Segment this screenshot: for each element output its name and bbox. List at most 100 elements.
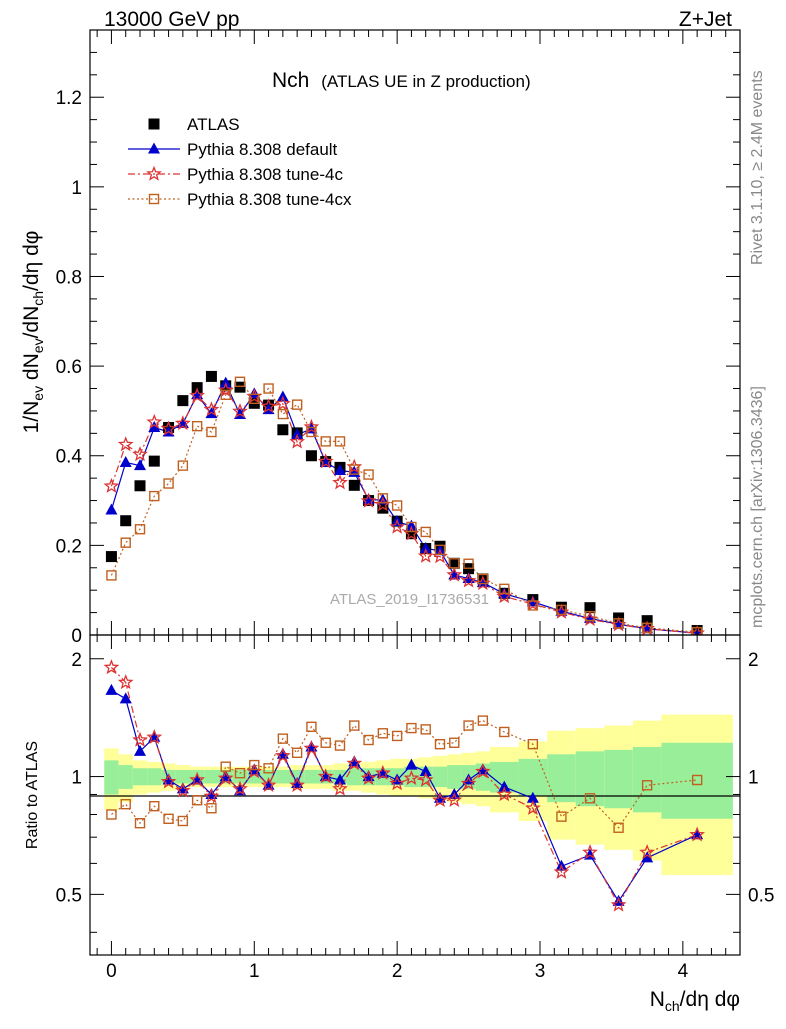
ratio-point-pythia-8-308-tune-4c [474, 763, 491, 779]
ratio-point-pythia-8-308-tune-4c [496, 786, 513, 802]
legend-marker-pythia-8-308-tune-4cx [148, 193, 160, 205]
ratio-point-pythia-8-308-tune-4cx [527, 738, 539, 750]
main-panel: ATLAS_2019_I1736531 0 0.2 0.4 0.6 0.8 1 1.2 Nc… [20, 29, 741, 647]
ratio-point-pythia-8-308-tune-4c [103, 659, 120, 675]
ratio-y-tick-label-left: 2 [71, 650, 82, 671]
main-point-pythia-8-308-tune-4c [289, 433, 306, 449]
stat-uncertainty-band [604, 749, 633, 809]
main-point-atlas [205, 370, 217, 382]
main-point-atlas [377, 502, 389, 514]
main-y-tick-label: 0.4 [56, 447, 83, 468]
main-point-pythia-8-308-tune-4c [274, 395, 291, 411]
mcplots-label: mcplots.cern.ch [arXiv:1306.3436] [749, 386, 766, 628]
ratio-point-pythia-8-308-tune-4c [117, 674, 134, 690]
main-point-pythia-8-308-tune-4cx [277, 408, 289, 420]
x-axis-label: Nch/dη dφ [650, 988, 740, 1014]
main-point-atlas [177, 395, 189, 407]
ratio-point-pythia-8-308-default [419, 765, 432, 777]
main-point-pythia-8-308-tune-4cx [499, 583, 510, 595]
ratio-point-pythia-8-308-tune-4c [160, 773, 177, 789]
x-tick-label: 2 [392, 961, 403, 982]
main-title: Nch (ATLAS UE in Z production) [272, 69, 531, 92]
ratio-point-pythia-8-308-default [134, 744, 146, 756]
main-point-pythia-8-308-tune-4c [117, 436, 134, 452]
main-point-pythia-8-308-tune-4cx [434, 544, 446, 556]
main-point-pythia-8-308-tune-4cx [177, 460, 189, 471]
x-tick-label: 3 [535, 961, 546, 982]
ratio-point-pythia-8-308-tune-4cx [249, 759, 260, 771]
main-subtitle-text: (ATLAS UE in Z production) [321, 72, 530, 91]
main-point-pythia-8-308-tune-4c [203, 401, 220, 417]
main-point-pythia-8-308-tune-4c [103, 477, 120, 493]
legend-marker-pythia-8-308-default [148, 142, 160, 154]
main-point-atlas [305, 450, 317, 462]
ratio-point-pythia-8-308-tune-4c [274, 747, 291, 763]
main-point-pythia-8-308-tune-4cx [263, 383, 274, 394]
ratio-point-pythia-8-308-tune-4cx [334, 740, 346, 751]
main-y-tick-label: 0.6 [56, 357, 82, 378]
ratio-point-pythia-8-308-tune-4c [203, 788, 220, 804]
main-point-pythia-8-308-tune-4cx [334, 436, 346, 447]
ratio-line-pythia-8-308-tune-4cx [111, 719, 698, 829]
main-point-pythia-8-308-tune-4cx [220, 389, 231, 400]
ratio-point-pythia-8-308-tune-4cx [206, 803, 217, 814]
header-right-label: Z+Jet [679, 8, 732, 31]
ratio-point-pythia-8-308-tune-4cx [191, 795, 203, 806]
ratio-point-pythia-8-308-tune-4cx [234, 768, 246, 779]
stat-uncertainty-band [132, 768, 148, 786]
main-point-pythia-8-308-default [134, 459, 146, 471]
ratio-y-tick-label-left: 0.5 [56, 885, 82, 906]
main-point-pythia-8-308-tune-4c [446, 566, 463, 582]
main-point-pythia-8-308-tune-4c [496, 588, 513, 604]
main-point-pythia-8-308-tune-4cx [613, 618, 624, 629]
ratio-point-pythia-8-308-tune-4cx [691, 774, 703, 786]
ratio-point-pythia-8-308-tune-4c [610, 896, 627, 912]
main-point-pythia-8-308-tune-4c [460, 572, 477, 588]
main-point-pythia-8-308-tune-4cx [584, 610, 596, 622]
ratio-point-pythia-8-308-tune-4cx [449, 737, 460, 748]
main-y-tick-label: 0.2 [56, 536, 82, 557]
main-point-pythia-8-308-tune-4c [360, 492, 377, 508]
main-point-atlas [277, 424, 289, 436]
main-point-pythia-8-308-tune-4c [317, 453, 334, 469]
ratio-point-pythia-8-308-tune-4cx [149, 801, 160, 812]
ratio-point-pythia-8-308-tune-4c [303, 740, 320, 756]
ratio-point-pythia-8-308-tune-4c [217, 769, 234, 785]
ratio-point-pythia-8-308-tune-4cx [363, 734, 374, 746]
ratio-point-pythia-8-308-tune-4c [553, 863, 570, 879]
main-line-pythia-8-308-tune-4cx [110, 380, 698, 633]
stat-uncertainty-band [518, 758, 548, 797]
ratio-point-pythia-8-308-tune-4cx [391, 730, 403, 742]
x-tick-label: 1 [249, 961, 260, 982]
legend-label-pythia-8-308-tune-4c: Pythia 8.308 tune-4c [187, 165, 343, 184]
ratio-point-pythia-8-308-tune-4c [639, 844, 656, 860]
main-y-tick-label: 1.2 [56, 88, 82, 109]
ratio-point-pythia-8-308-tune-4c [582, 844, 598, 860]
ratio-point-pythia-8-308-tune-4cx [120, 798, 131, 810]
main-point-atlas [105, 551, 117, 563]
main-point-pythia-8-308-tune-4cx [249, 393, 260, 405]
main-line-pythia-8-308-tune-4c [110, 389, 698, 634]
ratio-frame [89, 634, 741, 956]
main-point-pythia-8-308-default [119, 455, 132, 467]
main-point-pythia-8-308-tune-4cx [120, 537, 131, 548]
main-point-pythia-8-308-tune-4cx [149, 490, 160, 502]
ratio-point-pythia-8-308-default [405, 758, 418, 770]
ratio-point-pythia-8-308-default [119, 692, 132, 704]
main-point-pythia-8-308-default [105, 503, 118, 515]
ratio-point-pythia-8-308-tune-4cx [277, 733, 289, 744]
main-point-pythia-8-308-tune-4c [217, 382, 234, 398]
main-point-pythia-8-308-tune-4cx [163, 478, 174, 489]
rivet-version-label: Rivet 3.1.10, ≥ 2.4M events [749, 70, 766, 265]
ratio-point-pythia-8-308-tune-4cx [613, 822, 624, 833]
ratio-point-pythia-8-308-tune-4c [174, 782, 191, 798]
ratio-point-pythia-8-308-tune-4cx [556, 811, 567, 822]
stat-uncertainty-band [432, 766, 448, 788]
ratio-point-pythia-8-308-tune-4cx [291, 747, 303, 759]
main-point-atlas [234, 381, 246, 393]
ratio-point-pythia-8-308-tune-4cx [477, 715, 489, 726]
ratio-point-pythia-8-308-tune-4c [460, 775, 477, 791]
main-point-pythia-8-308-tune-4cx [406, 521, 417, 533]
main-point-pythia-8-308-tune-4cx [349, 464, 360, 475]
ratio-point-pythia-8-308-tune-4c [146, 728, 163, 744]
